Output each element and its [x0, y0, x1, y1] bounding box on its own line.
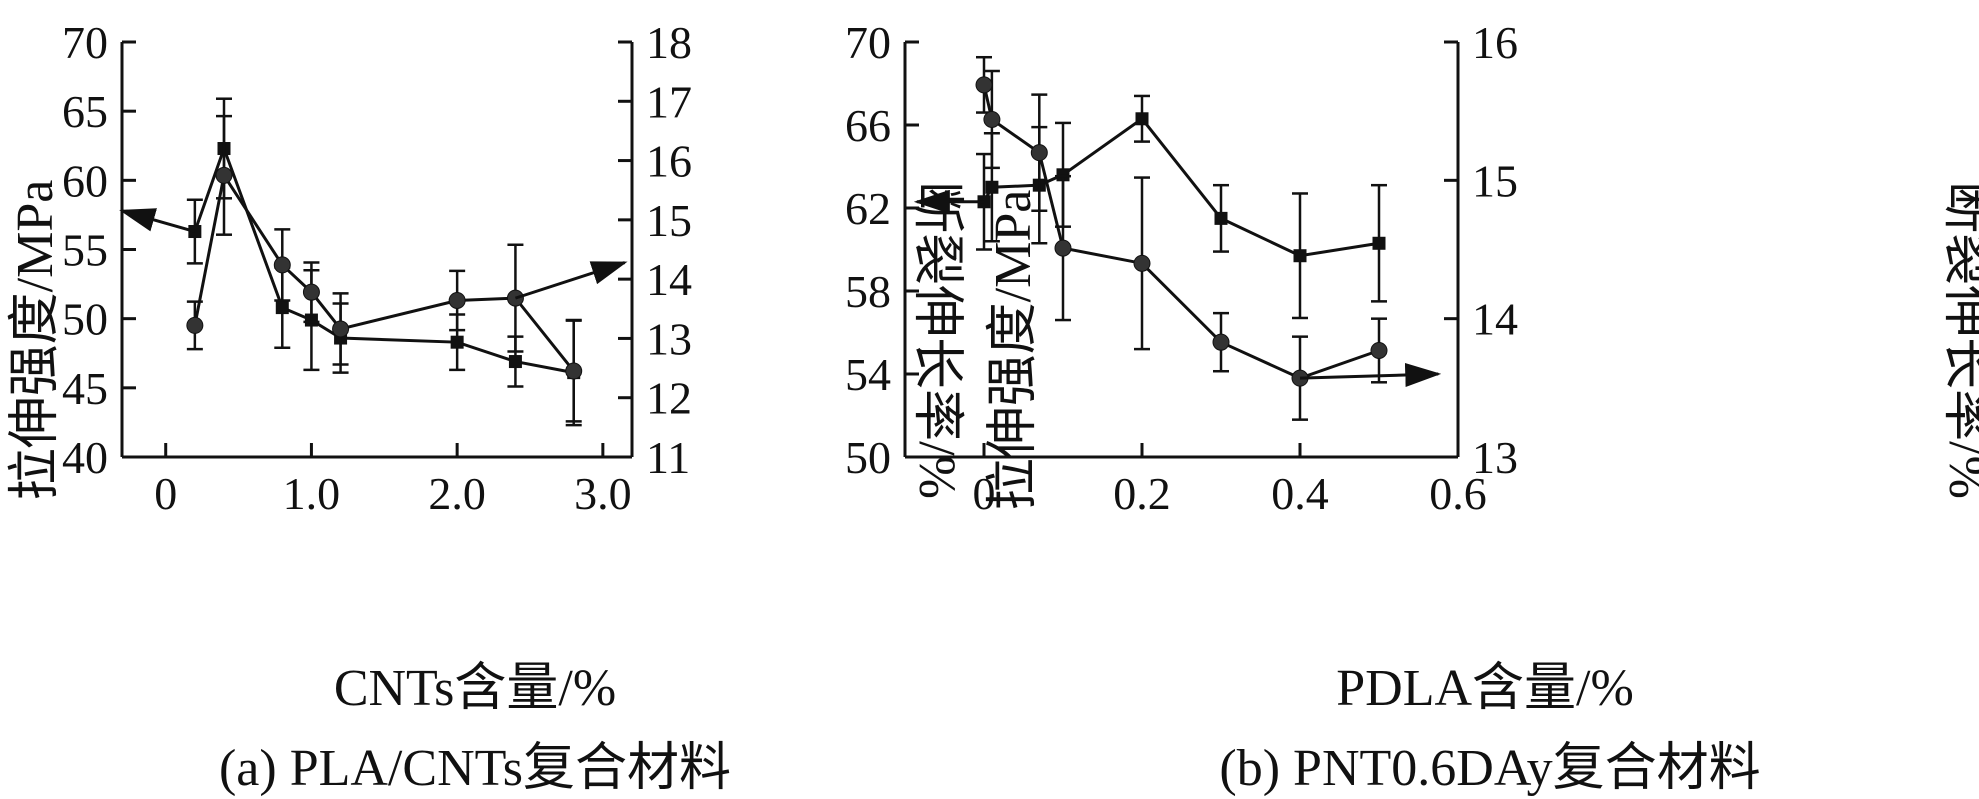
- data-point-circle: [565, 362, 583, 380]
- square-series-line: [982, 116, 1380, 258]
- x-tick-label: 0: [154, 468, 177, 519]
- data-point-circle: [273, 256, 291, 274]
- y-axis-label-left: 拉伸强度/MPa: [7, 180, 64, 501]
- x-tick-label: 3.0: [574, 468, 632, 519]
- data-point-circle: [448, 291, 466, 309]
- axis-indicator-arrow: [1299, 362, 1442, 387]
- data-point-square: [1214, 211, 1228, 225]
- data-point-circle: [975, 76, 993, 94]
- y-tick-label-right: 14: [1472, 294, 1518, 345]
- y-tick-label-right: 13: [646, 313, 692, 364]
- axis-indicator-arrow: [119, 208, 196, 233]
- y-tick-label-left: 50: [62, 294, 108, 345]
- y-tick-label-right: 14: [646, 254, 692, 305]
- y-tick-label-left: 70: [845, 17, 891, 68]
- data-point-circle: [215, 166, 233, 184]
- data-point-square: [1293, 249, 1307, 263]
- y-tick-label-right: 12: [646, 373, 692, 424]
- chart-panel-a: 40 45 50 55 60 65 70 11 12 13 14 15 16 17 18 0 1.0 2.0 3.0: [62, 17, 692, 519]
- y-tick-label-left: 65: [62, 86, 108, 137]
- y-tick-label-right: 16: [646, 136, 692, 187]
- y-tick-label-left: 54: [845, 349, 891, 400]
- x-axis-label: CNTs含量/%: [334, 660, 616, 717]
- y-axis-label-left: 拉伸强度/MPa: [985, 190, 1042, 511]
- y-tick-label-right: 16: [1472, 17, 1518, 68]
- x-tick-label: 2.0: [428, 468, 486, 519]
- x-axis-label: PDLA含量/%: [1336, 660, 1634, 717]
- data-point-circle: [1370, 341, 1388, 359]
- y-tick-label-left: 70: [62, 17, 108, 68]
- x-tick-label: 0.2: [1113, 468, 1171, 519]
- data-point-circle: [1133, 254, 1151, 272]
- y-axis-label-right: 断裂伸长率/%: [1938, 181, 1979, 499]
- x-tick-label: 0.4: [1271, 468, 1329, 519]
- y-axis-label-right: 断裂伸长率/%: [908, 181, 965, 499]
- circle-series-line: [193, 171, 575, 372]
- y-tick-label-right: 18: [646, 17, 692, 68]
- data-point-circle: [1030, 144, 1048, 162]
- data-point-circle: [332, 320, 350, 338]
- data-point-square: [1135, 112, 1149, 126]
- y-tick-label-right: 11: [646, 432, 690, 483]
- y-tick-label-right: 15: [1472, 155, 1518, 206]
- axis-indicator-arrow: [514, 261, 628, 300]
- y-tick-label-left: 66: [845, 100, 891, 151]
- data-point-circle: [983, 110, 1001, 128]
- y-tick-label-left: 50: [845, 432, 891, 483]
- data-point-circle: [186, 316, 204, 334]
- panel-caption: (b) PNT0.6DAy复合材料: [1219, 740, 1760, 797]
- data-point-square: [450, 335, 464, 349]
- y-tick-label-left: 58: [845, 266, 891, 317]
- y-tick-label-right: 17: [646, 76, 692, 127]
- y-tick-label-left: 55: [62, 225, 108, 276]
- square-series-line: [193, 144, 574, 375]
- y-tick-label-left: 62: [845, 183, 891, 234]
- circle-series-line: [982, 84, 1380, 380]
- data-point-square: [1372, 236, 1386, 250]
- y-tick-label-left: 45: [62, 363, 108, 414]
- y-tick-label-right: 15: [646, 195, 692, 246]
- data-point-square: [985, 180, 999, 194]
- x-tick-label: 0.6: [1429, 468, 1487, 519]
- data-point-circle: [1054, 239, 1072, 257]
- x-tick-label: 1.0: [283, 468, 341, 519]
- y-tick-label-right: 13: [1472, 432, 1518, 483]
- data-point-square: [275, 301, 289, 315]
- y-tick-label-left: 40: [62, 432, 108, 483]
- data-point-circle: [1212, 333, 1230, 351]
- chart-panel-b: 50 54 58 62 66 70 13 14 15 16 0 0.2 0.4 0.6: [845, 17, 1518, 519]
- panel-caption: (a) PLA/CNTs复合材料: [219, 740, 731, 797]
- data-point-circle: [302, 283, 320, 301]
- data-point-square: [508, 355, 522, 369]
- data-point-square: [1056, 168, 1070, 182]
- x-tick-label: 0: [973, 468, 996, 519]
- y-tick-label-left: 60: [62, 155, 108, 206]
